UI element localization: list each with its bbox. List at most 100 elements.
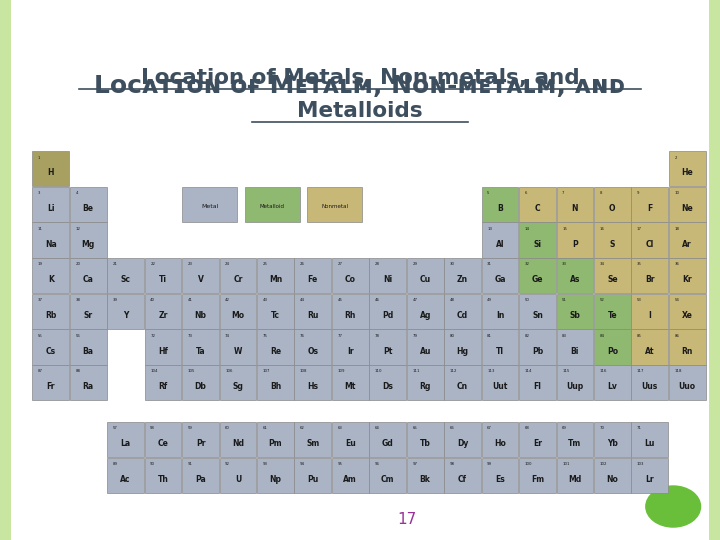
Text: Bh: Bh xyxy=(270,382,281,392)
Text: Rb: Rb xyxy=(45,311,56,320)
FancyBboxPatch shape xyxy=(332,365,369,400)
Text: 26: 26 xyxy=(300,262,305,266)
FancyBboxPatch shape xyxy=(631,422,668,457)
FancyBboxPatch shape xyxy=(482,222,518,258)
FancyBboxPatch shape xyxy=(294,258,331,293)
Text: Se: Se xyxy=(607,275,618,285)
Text: Cn: Cn xyxy=(457,382,468,392)
FancyBboxPatch shape xyxy=(557,187,593,222)
Text: In: In xyxy=(496,311,504,320)
Text: 78: 78 xyxy=(375,334,380,338)
Text: 55: 55 xyxy=(38,334,42,338)
Text: Np: Np xyxy=(269,475,282,484)
Text: Hg: Hg xyxy=(456,347,469,356)
FancyBboxPatch shape xyxy=(182,258,219,293)
FancyBboxPatch shape xyxy=(257,329,294,364)
Text: Nb: Nb xyxy=(194,311,207,320)
Text: 109: 109 xyxy=(338,369,345,373)
Text: 118: 118 xyxy=(675,369,682,373)
FancyBboxPatch shape xyxy=(70,222,107,258)
Text: 8: 8 xyxy=(600,191,602,195)
Text: 20: 20 xyxy=(76,262,81,266)
Text: Co: Co xyxy=(345,275,356,285)
Text: Cf: Cf xyxy=(458,475,467,484)
Text: 64: 64 xyxy=(375,427,379,430)
FancyBboxPatch shape xyxy=(444,329,481,364)
FancyBboxPatch shape xyxy=(557,365,593,400)
Text: 46: 46 xyxy=(375,298,379,302)
Text: 51: 51 xyxy=(562,298,567,302)
Text: Pr: Pr xyxy=(196,440,205,448)
Text: Am: Am xyxy=(343,475,357,484)
Text: 40: 40 xyxy=(150,298,156,302)
Text: 18: 18 xyxy=(675,227,680,231)
Text: Nd: Nd xyxy=(232,440,244,448)
FancyBboxPatch shape xyxy=(557,422,593,457)
Text: 72: 72 xyxy=(150,334,156,338)
Text: 74: 74 xyxy=(225,334,230,338)
Text: 81: 81 xyxy=(487,334,492,338)
Text: 60: 60 xyxy=(225,427,230,430)
Text: 94: 94 xyxy=(300,462,305,466)
Text: Mt: Mt xyxy=(345,382,356,392)
Text: 39: 39 xyxy=(113,298,118,302)
FancyBboxPatch shape xyxy=(519,222,556,258)
FancyBboxPatch shape xyxy=(594,329,631,364)
FancyBboxPatch shape xyxy=(482,458,518,493)
Text: Kr: Kr xyxy=(683,275,692,285)
FancyBboxPatch shape xyxy=(669,222,706,258)
Text: As: As xyxy=(570,275,580,285)
Text: Lᴏᴄᴀᴛɪᴏɴ ᴏғ Mᴇᴛᴀʟᴍ, Nᴏɴ-ᴍᴇᴛᴀʟᴍ, ᴀɴᴅ: Lᴏᴄᴀᴛɪᴏɴ ᴏғ Mᴇᴛᴀʟᴍ, Nᴏɴ-ᴍᴇᴛᴀʟᴍ, ᴀɴᴅ xyxy=(94,75,626,98)
FancyBboxPatch shape xyxy=(332,258,369,293)
FancyBboxPatch shape xyxy=(557,258,593,293)
Text: Metalloids: Metalloids xyxy=(297,100,423,121)
Text: Hf: Hf xyxy=(158,347,168,356)
Text: 85: 85 xyxy=(637,334,642,338)
Text: Si: Si xyxy=(534,240,541,249)
Text: 5: 5 xyxy=(487,191,490,195)
FancyBboxPatch shape xyxy=(145,258,181,293)
Text: Rf: Rf xyxy=(158,382,168,392)
Text: 107: 107 xyxy=(263,369,270,373)
FancyBboxPatch shape xyxy=(594,458,631,493)
Text: S: S xyxy=(610,240,615,249)
Text: Au: Au xyxy=(420,347,431,356)
Text: Uuo: Uuo xyxy=(679,382,696,392)
Text: I: I xyxy=(649,311,651,320)
Text: 42: 42 xyxy=(225,298,230,302)
Text: 80: 80 xyxy=(450,334,455,338)
FancyBboxPatch shape xyxy=(631,365,668,400)
FancyBboxPatch shape xyxy=(32,258,69,293)
Text: Bi: Bi xyxy=(571,347,579,356)
Text: Y: Y xyxy=(123,311,128,320)
Text: 66: 66 xyxy=(450,427,454,430)
FancyBboxPatch shape xyxy=(669,258,706,293)
Text: 9: 9 xyxy=(637,191,639,195)
Text: Rn: Rn xyxy=(682,347,693,356)
Text: 12: 12 xyxy=(76,227,81,231)
Text: Sm: Sm xyxy=(306,440,320,448)
Text: Fm: Fm xyxy=(531,475,544,484)
Text: Metal: Metal xyxy=(201,204,218,208)
Text: Fl: Fl xyxy=(534,382,541,392)
Text: Cs: Cs xyxy=(45,347,56,356)
FancyBboxPatch shape xyxy=(444,458,481,493)
FancyBboxPatch shape xyxy=(0,0,11,540)
Text: 67: 67 xyxy=(487,427,492,430)
Text: 47: 47 xyxy=(413,298,418,302)
FancyBboxPatch shape xyxy=(482,329,518,364)
Text: Ac: Ac xyxy=(120,475,131,484)
Text: 15: 15 xyxy=(562,227,567,231)
FancyBboxPatch shape xyxy=(444,365,481,400)
FancyBboxPatch shape xyxy=(594,187,631,222)
FancyBboxPatch shape xyxy=(70,329,107,364)
Text: 28: 28 xyxy=(375,262,380,266)
Text: 75: 75 xyxy=(263,334,267,338)
Text: Os: Os xyxy=(307,347,318,356)
Text: Cd: Cd xyxy=(457,311,468,320)
FancyBboxPatch shape xyxy=(145,329,181,364)
FancyBboxPatch shape xyxy=(444,258,481,293)
FancyBboxPatch shape xyxy=(631,458,668,493)
Text: V: V xyxy=(197,275,204,285)
Text: 35: 35 xyxy=(637,262,642,266)
